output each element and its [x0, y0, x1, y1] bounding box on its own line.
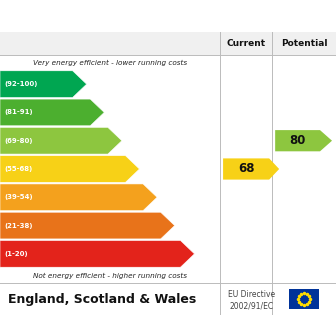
Text: Current: Current [226, 39, 266, 48]
Text: (69-80): (69-80) [4, 138, 33, 144]
Text: (21-38): (21-38) [4, 223, 33, 229]
Text: G: G [196, 247, 206, 261]
Polygon shape [0, 127, 122, 154]
Polygon shape [223, 158, 279, 180]
Text: 2002/91/EC: 2002/91/EC [229, 301, 273, 311]
Polygon shape [275, 130, 332, 151]
Polygon shape [0, 71, 87, 97]
Text: (39-54): (39-54) [4, 194, 33, 200]
Text: D: D [140, 163, 152, 175]
Text: 68: 68 [238, 163, 254, 175]
Polygon shape [0, 99, 104, 126]
Text: A: A [88, 77, 98, 91]
Text: 80: 80 [289, 134, 306, 147]
Text: Not energy efficient - higher running costs: Not energy efficient - higher running co… [33, 272, 187, 278]
Bar [289, 289, 319, 309]
Text: England, Scotland & Wales: England, Scotland & Wales [8, 293, 196, 306]
Text: (81-91): (81-91) [4, 109, 33, 115]
Polygon shape [0, 184, 157, 211]
Text: C: C [123, 134, 132, 147]
Polygon shape [0, 156, 139, 182]
Polygon shape [0, 241, 195, 267]
Text: B: B [105, 106, 115, 119]
Text: (1-20): (1-20) [4, 251, 28, 257]
Text: (92-100): (92-100) [4, 81, 37, 87]
Polygon shape [0, 212, 175, 239]
Text: (55-68): (55-68) [4, 166, 32, 172]
Bar [0, 32, 336, 55]
Text: E: E [158, 191, 167, 204]
Text: Very energy efficient - lower running costs: Very energy efficient - lower running co… [33, 60, 187, 66]
Text: F: F [176, 219, 185, 232]
Text: EU Directive: EU Directive [227, 290, 275, 299]
Text: Potential: Potential [281, 39, 327, 48]
Text: Energy Efficiency Rating: Energy Efficiency Rating [57, 9, 279, 24]
